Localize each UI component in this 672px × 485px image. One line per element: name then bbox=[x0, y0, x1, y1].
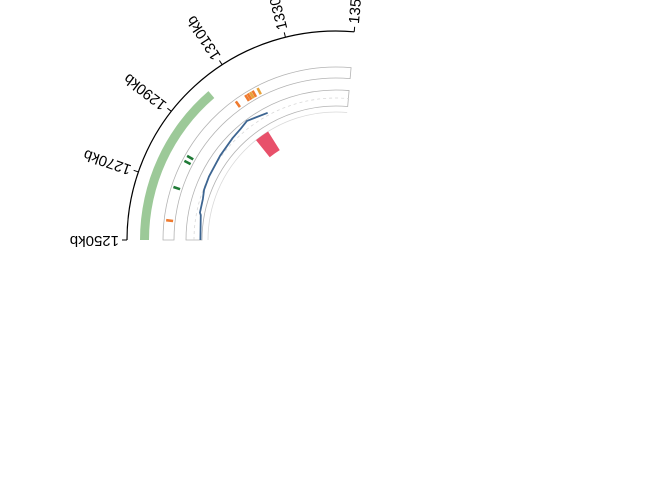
axis-arc bbox=[127, 31, 354, 240]
axis-tick bbox=[284, 32, 285, 37]
feature-mark bbox=[173, 187, 180, 189]
coverage-line bbox=[200, 113, 268, 240]
blocks-track-arc bbox=[208, 112, 347, 240]
feature-mark bbox=[258, 88, 261, 94]
axis-tick-label: 1330kb bbox=[263, 0, 291, 32]
axis-tick-label: 1350kb bbox=[346, 0, 367, 25]
axis-tick-label: 1290kb bbox=[121, 70, 170, 114]
axis-tick-label: 1250kb bbox=[70, 232, 119, 249]
axis-tick-label: 1310kb bbox=[183, 12, 224, 63]
axis-tick bbox=[134, 170, 139, 172]
feature-mark bbox=[166, 220, 173, 221]
axis-tick bbox=[219, 61, 222, 65]
coverage-gridline bbox=[194, 98, 348, 240]
features-track-frame bbox=[163, 67, 351, 240]
axis-tick-label: 1270kb bbox=[81, 146, 133, 178]
highlight-band bbox=[140, 91, 214, 240]
link-block bbox=[256, 132, 280, 158]
feature-mark bbox=[184, 161, 190, 164]
axis-tick bbox=[167, 108, 171, 111]
feature-mark bbox=[187, 156, 193, 159]
feature-mark bbox=[236, 101, 240, 107]
